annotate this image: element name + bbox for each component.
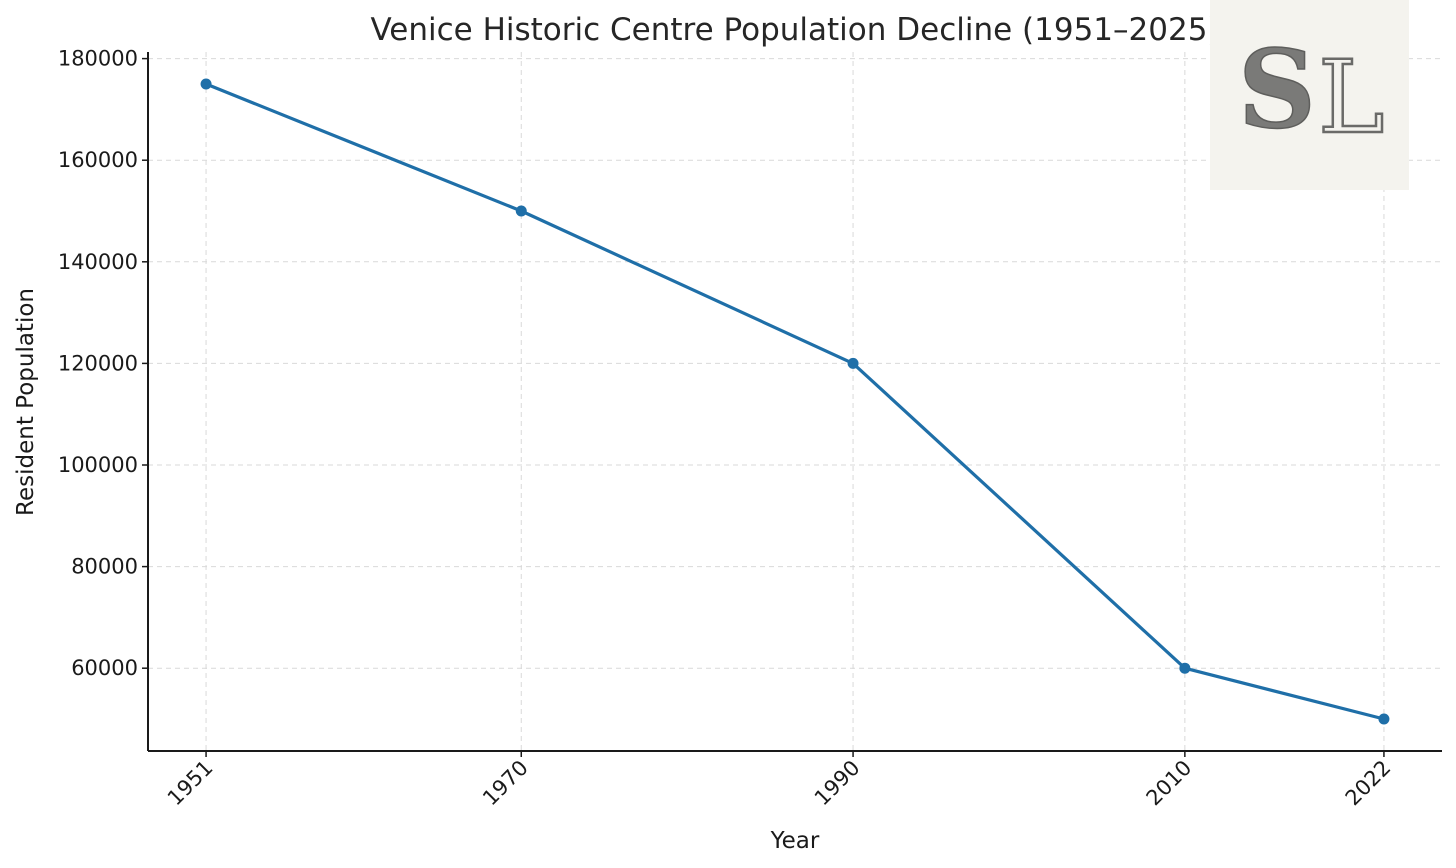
logo-letter-l: L	[1318, 39, 1384, 156]
y-tick-label: 180000	[58, 47, 138, 71]
x-tick-label: 2010	[1142, 756, 1197, 811]
logo-letter-s: S	[1238, 27, 1316, 153]
data-point	[515, 205, 527, 217]
chart-title: Venice Historic Centre Population Declin…	[370, 12, 1219, 48]
y-tick-label: 100000	[58, 453, 138, 477]
data-point	[200, 78, 212, 90]
data-point	[847, 357, 859, 369]
data-point	[1179, 662, 1191, 674]
x-tick-label: 1990	[810, 756, 865, 811]
y-tick-label: 160000	[58, 148, 138, 172]
series-layer	[200, 78, 1390, 725]
y-tick-label: 60000	[71, 656, 138, 680]
x-tick-label: 1951	[163, 756, 218, 811]
labels: Venice Historic Centre Population Declin…	[13, 12, 1220, 854]
monogram-logo: S L	[1210, 0, 1409, 190]
x-tick-label: 1970	[478, 756, 533, 811]
tick-labels: 60000 80000 100000 120000 140000 160000 180000…	[58, 47, 1396, 811]
x-tick-label: 2022	[1341, 756, 1396, 811]
x-axis-label: Year	[770, 828, 820, 854]
y-tick-label: 120000	[58, 351, 138, 375]
data-point	[1378, 713, 1390, 725]
y-tick-label: 80000	[71, 555, 138, 579]
y-tick-label: 140000	[58, 250, 138, 274]
series-line	[204, 82, 1386, 721]
y-axis-label: Resident Population	[13, 288, 39, 516]
logo-background	[1210, 0, 1409, 190]
axes	[142, 52, 1442, 757]
